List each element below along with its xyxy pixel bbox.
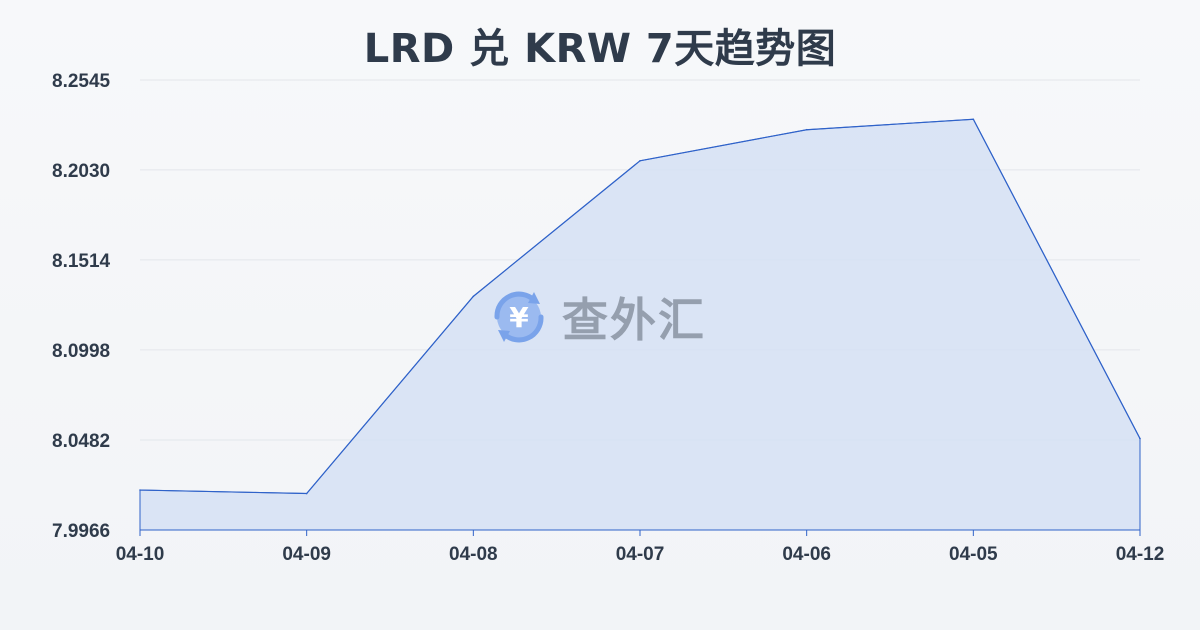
chart-title: LRD 兑 KRW 7天趋势图 bbox=[363, 26, 837, 72]
y-tick-label: 8.2545 bbox=[52, 71, 111, 92]
x-tick-label: 04-05 bbox=[949, 544, 998, 565]
y-tick-label: 8.0482 bbox=[52, 431, 110, 452]
svg-text:¥: ¥ bbox=[509, 301, 529, 334]
data-point bbox=[472, 295, 475, 298]
x-tick-label: 04-06 bbox=[782, 544, 831, 565]
y-axis: 8.2545 8.2030 8.1514 8.0998 8.0482 7.9966 bbox=[52, 71, 111, 542]
x-axis: 04-10 04-09 04-08 04-07 04-06 04-05 04-12 bbox=[116, 529, 1165, 565]
y-tick-label: 8.0998 bbox=[52, 341, 110, 362]
area-series bbox=[139, 118, 1141, 531]
x-tick-label: 04-08 bbox=[449, 544, 498, 565]
x-tick-label: 04-07 bbox=[616, 544, 665, 565]
data-point bbox=[972, 118, 975, 121]
data-point bbox=[305, 492, 308, 495]
y-tick-label: 8.1514 bbox=[52, 251, 111, 272]
data-point bbox=[639, 159, 641, 162]
y-tick-label: 7.9966 bbox=[52, 521, 110, 542]
data-point bbox=[1139, 437, 1141, 440]
watermark: ¥ 查外汇 bbox=[488, 284, 706, 350]
x-tick-label: 04-12 bbox=[1116, 544, 1165, 565]
data-point bbox=[139, 489, 141, 491]
yen-exchange-icon: ¥ bbox=[494, 291, 544, 343]
y-tick-label: 8.2030 bbox=[52, 161, 110, 182]
x-tick-label: 04-10 bbox=[116, 544, 165, 565]
watermark-text: 查外汇 bbox=[562, 293, 706, 347]
x-tick-label: 04-09 bbox=[282, 544, 331, 565]
data-point bbox=[805, 128, 808, 131]
